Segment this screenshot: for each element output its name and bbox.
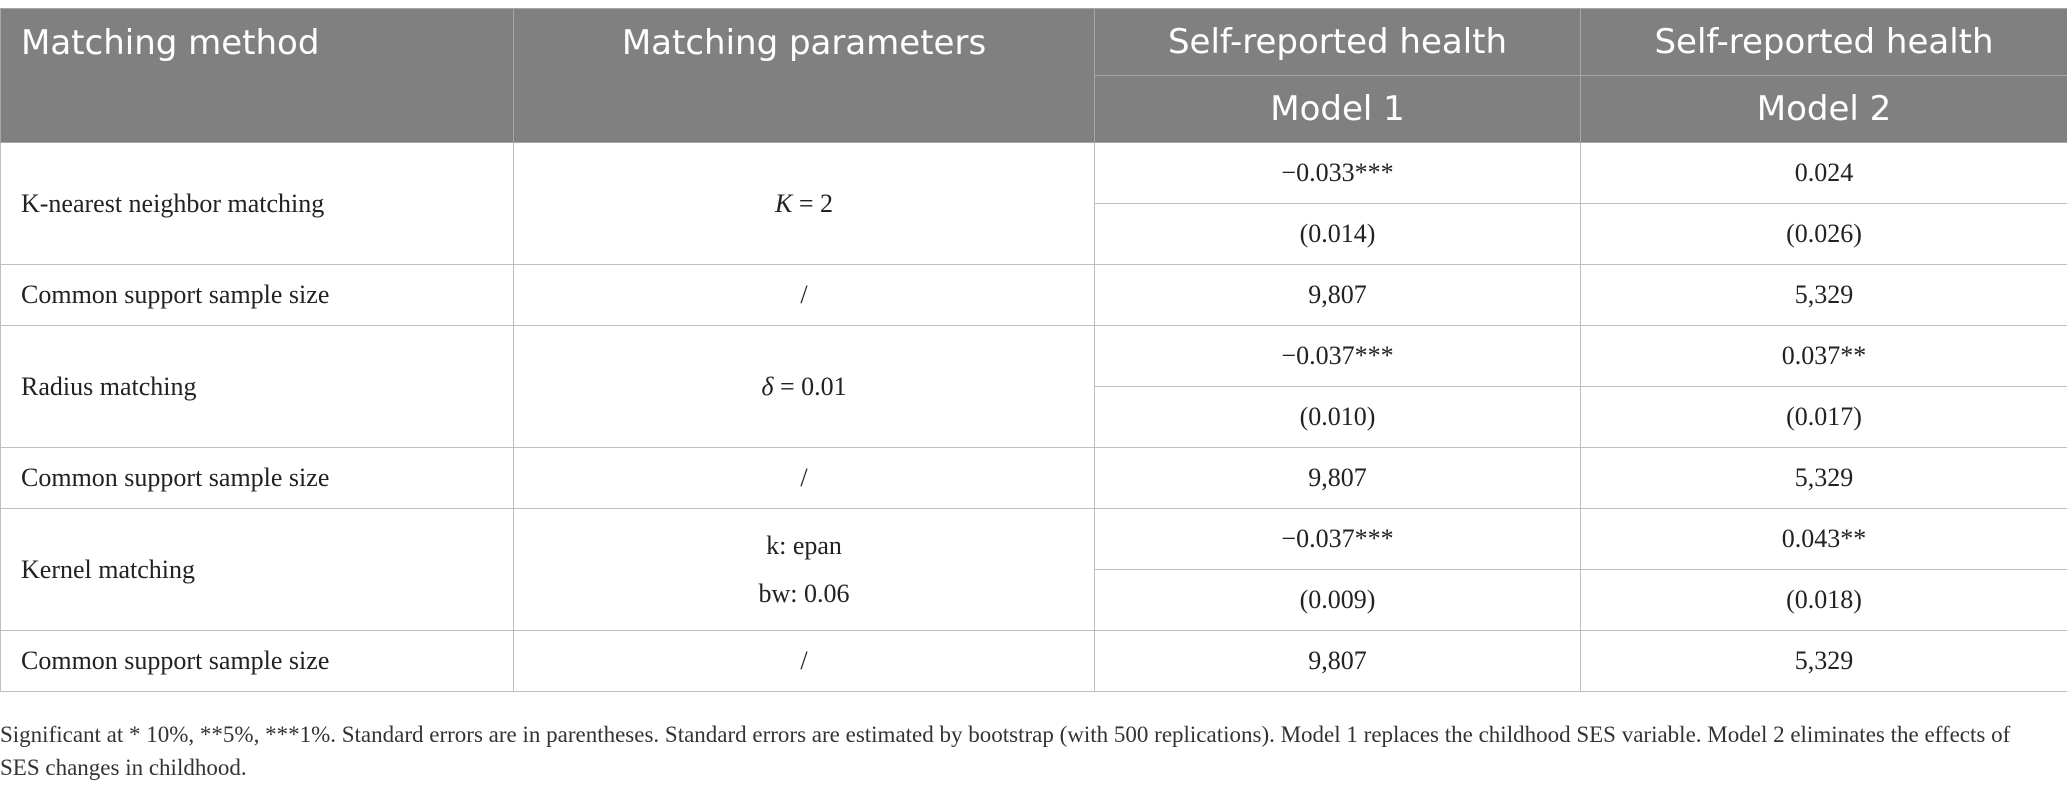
results-table: Matching method Matching parameters Self… [0,8,2067,692]
table-row: K-nearest neighbor matching K = 2 −0.033… [0,142,2067,265]
row-label-kernel-common-support: Common support sample size [0,630,514,692]
kernel-model1-se: (0.009) [1094,569,1581,631]
header-matching-method: Matching method [0,8,514,143]
row-label-radius: Radius matching [0,325,514,448]
row-label-knn-common-support: Common support sample size [0,264,514,326]
header-self-reported-health-2: Self-reported health [1580,8,2067,76]
param-radius: δ = 0.01 [513,325,1095,448]
table-row: Common support sample size / 9,807 5,329 [0,264,2067,326]
table-row: (0.009) (0.018) [1,569,2067,631]
radius-model1-se: (0.010) [1094,386,1581,448]
param-kernel: k: epan bw: 0.06 [513,508,1095,631]
radius-model1-coef: −0.037*** [1094,325,1581,387]
table-row: Common support sample size / 9,807 5,329 [0,630,2067,692]
kernel-common-support-model2: 5,329 [1580,630,2067,692]
radius-model2-se: (0.017) [1580,386,2067,448]
kernel-model1-coef: −0.037*** [1094,508,1581,570]
table-header: Matching method Matching parameters Self… [0,8,2067,143]
radius-model2-coef: 0.037** [1580,325,2067,387]
header-matching-parameters: Matching parameters [513,8,1095,143]
table-row: Kernel matching k: epan bw: 0.06 −0.037*… [0,508,2067,631]
row-label-kernel: Kernel matching [0,508,514,631]
row-label-knn: K-nearest neighbor matching [0,142,514,265]
kernel-common-support-model1: 9,807 [1094,630,1581,692]
header-model-2: Model 2 [1580,75,2067,143]
knn-common-support-model2: 5,329 [1580,264,2067,326]
kernel-model2-se: (0.018) [1580,569,2067,631]
kernel-model2-coef: 0.043** [1580,508,2067,570]
table-body: K-nearest neighbor matching K = 2 −0.033… [0,142,2067,692]
param-knn-var: K [774,188,793,218]
param-knn: K = 2 [513,142,1095,265]
header-row-top: Matching method Matching parameters Self… [0,8,2067,143]
table-row: Radius matching δ = 0.01 −0.037*** 0.037… [0,325,2067,448]
knn-model1-se: (0.014) [1094,203,1581,265]
param-kernel-k: k: epan [766,530,842,560]
knn-model2-coef: 0.024 [1580,142,2067,204]
param-radius-value: = 0.01 [779,371,847,401]
knn-common-support-model1: 9,807 [1094,264,1581,326]
header-row-sub: Model 1 Model 2 [1,75,2067,143]
knn-model1-coef: −0.033*** [1094,142,1581,204]
table-row: Common support sample size / 9,807 5,329 [0,447,2067,509]
param-radius-var: δ [761,371,774,401]
param-knn-value: = 2 [798,188,833,218]
kernel-common-support-param: / [513,630,1095,692]
param-kernel-bw: bw: 0.06 [758,578,850,608]
table-footnote: Significant at * 10%, **5%, ***1%. Stand… [0,722,2011,780]
radius-common-support-param: / [513,447,1095,509]
table-row: (0.010) (0.017) [1,386,2067,448]
row-label-radius-common-support: Common support sample size [0,447,514,509]
radius-common-support-model1: 9,807 [1094,447,1581,509]
knn-common-support-param: / [513,264,1095,326]
header-self-reported-health-1: Self-reported health [1094,8,1581,76]
header-model-1: Model 1 [1094,75,1581,143]
radius-common-support-model2: 5,329 [1580,447,2067,509]
knn-model2-se: (0.026) [1580,203,2067,265]
